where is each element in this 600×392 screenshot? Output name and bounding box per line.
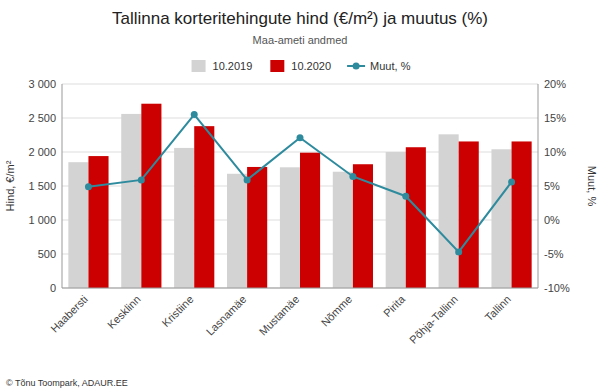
annotation: © Tõnu Toompark, ADAUR.EE	[6, 378, 128, 388]
line-marker	[349, 173, 356, 180]
plot-area	[68, 104, 531, 288]
legend-swatch	[270, 60, 284, 72]
y2-tick-label: 15%	[544, 112, 566, 124]
y2-tick-label: -10%	[544, 282, 570, 294]
bar	[88, 156, 108, 288]
grid-line	[62, 288, 538, 289]
y-tick-label: 500	[38, 248, 56, 260]
legend-item: 10.2019	[192, 60, 253, 72]
x-axis-line	[62, 288, 538, 289]
y-tick-label: 2 500	[28, 112, 56, 124]
bar	[174, 148, 194, 288]
line-marker	[297, 134, 304, 141]
x-tick-label: Kesklinn	[105, 293, 143, 331]
bar	[68, 162, 88, 288]
bar	[300, 153, 320, 288]
legend-item: 10.2020	[270, 60, 331, 72]
line	[88, 115, 511, 252]
bar	[512, 141, 532, 288]
line-marker	[455, 248, 462, 255]
grid	[62, 84, 538, 288]
line-marker	[85, 183, 92, 190]
x-tick-label: Kristiine	[159, 293, 195, 329]
legend-label: Muut, %	[370, 60, 411, 72]
bar	[280, 167, 300, 288]
y2-tick-label: 0%	[544, 214, 560, 226]
bar	[386, 152, 406, 288]
grid-line	[62, 84, 538, 85]
bar	[247, 167, 267, 288]
chart: Tallinna korteritehingute hind (€/m²) ja…	[0, 0, 600, 392]
y-tick-label: 1 000	[28, 214, 56, 226]
y2-tick-label: -5%	[544, 248, 564, 260]
bar	[121, 114, 141, 288]
line-marker	[402, 193, 409, 200]
legend-swatch	[353, 63, 360, 70]
y2-tick-label: 5%	[544, 180, 560, 192]
legend-label: 10.2020	[291, 60, 331, 72]
x-tick-label: Põhja-Tallinn	[407, 293, 460, 346]
x-tick-label: Nõmme	[319, 293, 355, 329]
x-tick-label: Haabersti	[48, 293, 90, 335]
y2-tick-label: 10%	[544, 146, 566, 158]
line-marker	[191, 111, 198, 118]
legend-label: 10.2019	[213, 60, 253, 72]
bar	[333, 172, 353, 288]
y-tick-label: 2 000	[28, 146, 56, 158]
legend: 10.2019 10.2020 Muut, %	[192, 60, 411, 72]
line-marker	[138, 176, 145, 183]
y2-tick-label: 20%	[544, 78, 566, 90]
y-tick-label: 1 500	[28, 180, 56, 192]
x-tick-label: Mustamäe	[257, 293, 302, 338]
y-axis-line	[62, 84, 63, 288]
line-marker	[244, 176, 251, 183]
bar	[194, 126, 214, 288]
y2-axis-label: Muut, %	[586, 166, 598, 207]
line-marker	[508, 178, 515, 185]
x-tick-label: Pirita	[381, 292, 408, 319]
legend-swatch	[192, 60, 206, 72]
subtitle: Maa-ameti andmed	[253, 34, 348, 46]
bar	[491, 149, 511, 288]
bar	[459, 141, 479, 288]
y-tick-label: 3 000	[28, 78, 56, 90]
y-tick-label: 0	[50, 282, 56, 294]
bar	[439, 134, 459, 288]
bar	[406, 147, 426, 288]
bar	[141, 104, 161, 288]
x-tick-label: Lasnamäe	[204, 293, 249, 338]
legend-item: Muut, %	[347, 60, 411, 72]
y-axis-label: Hind, €/m²	[4, 160, 16, 211]
title: Tallinna korteritehingute hind (€/m²) ja…	[112, 9, 488, 28]
y2-axis-line	[538, 84, 539, 288]
x-tick-label: Tallinn	[482, 293, 513, 324]
bar	[227, 174, 247, 288]
